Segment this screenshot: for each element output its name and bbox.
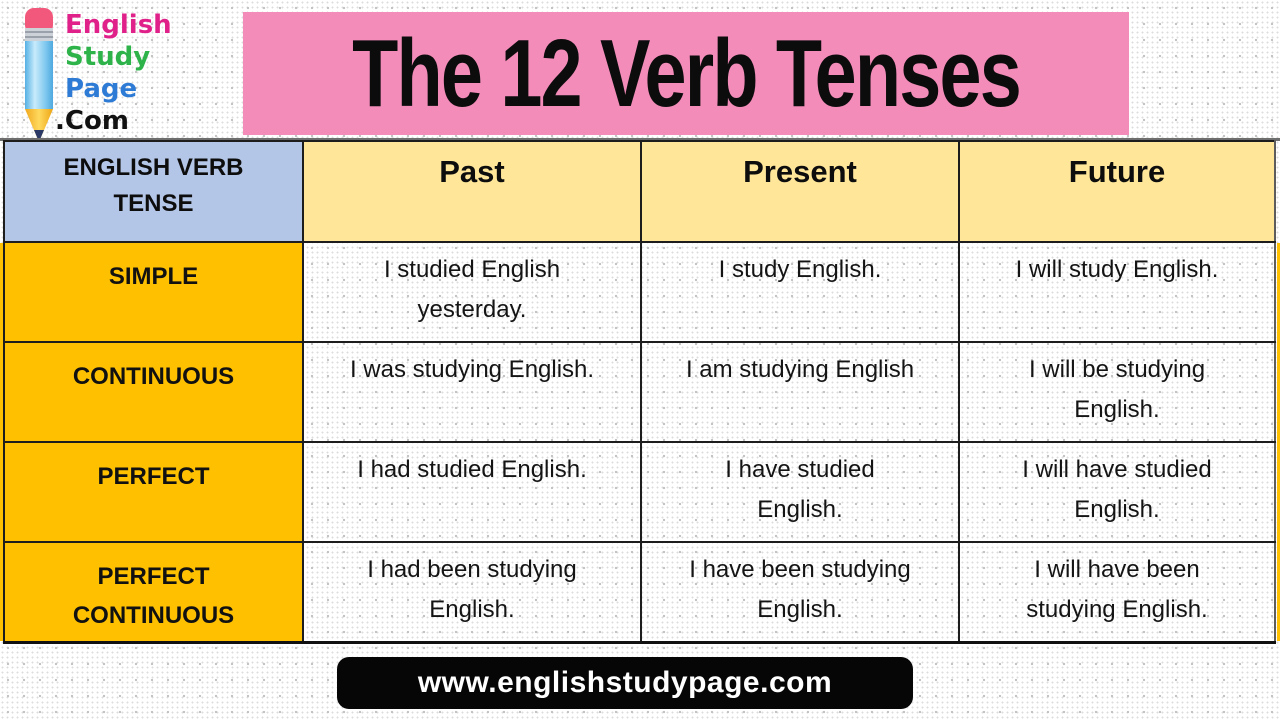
verb-tense-table: ENGLISH VERB TENSE Past Present Future S… [3, 140, 1276, 644]
cell-continuous-present: I am studying English [640, 341, 960, 443]
cell-perfect-continuous-present: I have been studying English. [640, 541, 960, 644]
table-row-perfect: PERFECT I had studied English. I have st… [3, 441, 1276, 543]
cell-simple-past: I studied English yesterday. [302, 241, 642, 343]
corner-header: ENGLISH VERB TENSE [3, 140, 304, 243]
website-url: www.englishstudypage.com [417, 666, 833, 699]
logo-word-english: English [65, 10, 172, 40]
header-row: ENGLISH VERB TENSE Past Present Future [3, 140, 1276, 243]
page-title: The 12 Verb Tenses [352, 19, 1022, 127]
cell-simple-present: I study English. [640, 241, 960, 343]
table-overflow-left [0, 243, 3, 641]
row-label-continuous: CONTINUOUS [3, 341, 304, 443]
col-header-present: Present [640, 140, 960, 243]
cell-perfect-continuous-future: I will have been studying English. [958, 541, 1276, 644]
col-header-future: Future [958, 140, 1276, 243]
logo-word-com: .Com [55, 106, 129, 136]
cell-perfect-future: I will have studied English. [958, 441, 1276, 543]
cell-perfect-continuous-past: I had been studying English. [302, 541, 642, 644]
footer-banner: www.englishstudypage.com [337, 657, 913, 709]
brand-logo: English Study Page .Com [8, 4, 218, 144]
row-label-perfect: PERFECT [3, 441, 304, 543]
cell-perfect-past: I had studied English. [302, 441, 642, 543]
table-row-continuous: CONTINUOUS I was studying English. I am … [3, 341, 1276, 443]
table-row-simple: SIMPLE I studied English yesterday. I st… [3, 241, 1276, 343]
row-label-simple: SIMPLE [3, 241, 304, 343]
cell-continuous-future: I will be studying English. [958, 341, 1276, 443]
table-row-perfect-continuous: PERFECT CONTINUOUS I had been studying E… [3, 541, 1276, 644]
logo-word-page: Page [65, 74, 138, 104]
pencil-icon [25, 8, 53, 142]
cell-perfect-present: I have studied English. [640, 441, 960, 543]
table-overflow-right [1277, 243, 1280, 641]
cell-continuous-past: I was studying English. [302, 341, 642, 443]
row-label-perfect-continuous: PERFECT CONTINUOUS [3, 541, 304, 644]
col-header-past: Past [302, 140, 642, 243]
divider-line [0, 138, 1280, 141]
title-banner: The 12 Verb Tenses [243, 12, 1129, 135]
logo-word-study: Study [65, 42, 151, 72]
cell-simple-future: I will study English. [958, 241, 1276, 343]
